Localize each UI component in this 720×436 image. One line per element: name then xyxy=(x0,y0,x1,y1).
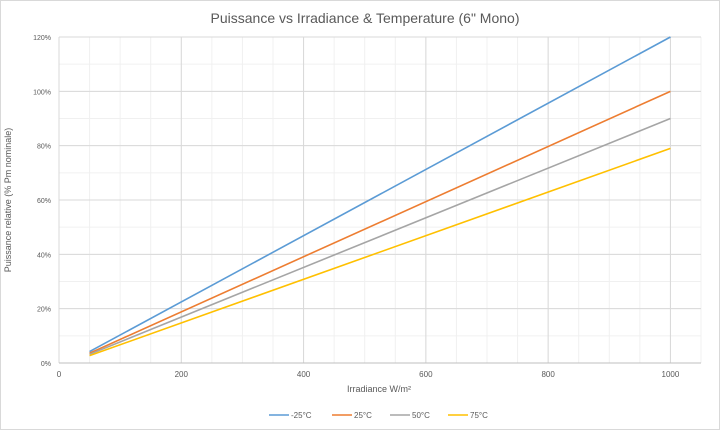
legend-label: 75°C xyxy=(470,411,488,420)
y-tick-label: 60% xyxy=(37,198,51,205)
legend-label: 25°C xyxy=(354,411,372,420)
y-tick-label: 100% xyxy=(33,89,51,96)
series-line xyxy=(89,147,671,357)
y-tick-label: 0% xyxy=(41,361,51,368)
y-tick-label: 120% xyxy=(33,35,51,42)
series-line xyxy=(89,36,671,353)
series-line xyxy=(89,90,671,354)
x-tick-label: 1000 xyxy=(662,370,680,379)
y-tick-label: 80% xyxy=(37,144,51,151)
x-axis-label: Irradiance W/m² xyxy=(347,384,411,394)
legend-label: -25°C xyxy=(291,411,312,420)
x-tick-label: 200 xyxy=(175,370,189,379)
x-tick-label: 600 xyxy=(419,370,433,379)
x-tick-label: 0 xyxy=(57,370,62,379)
y-tick-label: 20% xyxy=(37,307,51,314)
x-tick-label: 800 xyxy=(541,370,555,379)
y-tick-label: 40% xyxy=(37,252,51,259)
x-tick-label: 400 xyxy=(297,370,311,379)
legend: -25°C 25°C 50°C 75°C xyxy=(269,411,488,420)
series-line xyxy=(89,117,671,356)
legend-label: 50°C xyxy=(412,411,430,420)
chart-title: Puissance vs Irradiance & Temperature (6… xyxy=(211,10,520,26)
y-axis-label: Puissance relative (% Pm nominale) xyxy=(3,128,13,273)
